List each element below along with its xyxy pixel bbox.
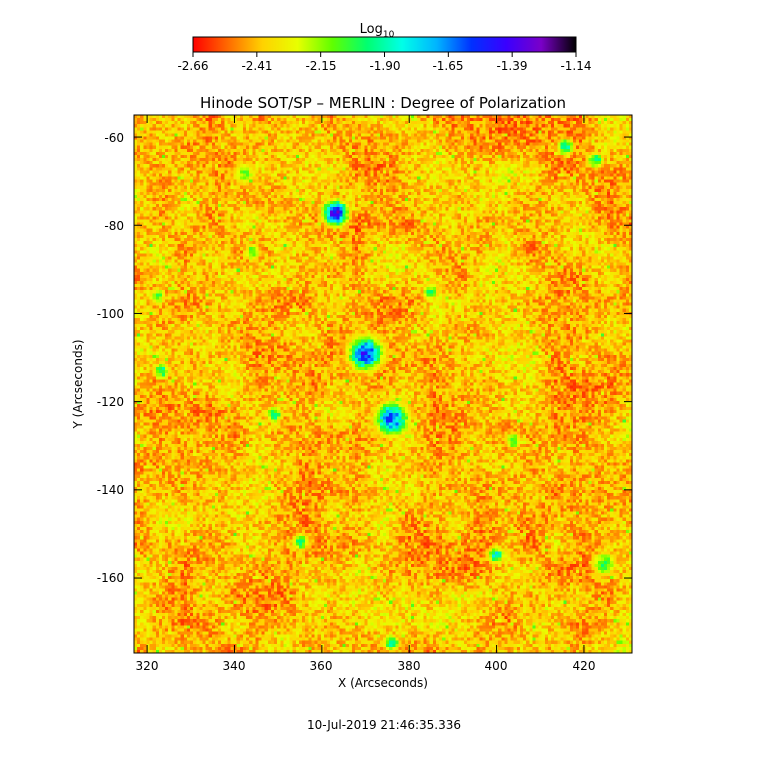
colorbar-tick-label: -1.39 — [496, 59, 527, 73]
x-axis-ticks — [146, 115, 585, 653]
y-axis-ticks — [134, 136, 632, 579]
colorbar-strip — [192, 36, 577, 53]
plot-frame — [133, 114, 633, 654]
y-tick-label: -60 — [104, 131, 124, 145]
y-tick-label: -160 — [97, 571, 124, 585]
x-tick-label: 380 — [398, 659, 421, 673]
colorbar-tick-label: -2.66 — [177, 59, 208, 73]
colorbar-label: Log10 — [360, 22, 395, 40]
x-tick-label: 320 — [136, 659, 159, 673]
colorbar-tick-label: -2.41 — [241, 59, 272, 73]
y-tick-label: -120 — [97, 395, 124, 409]
colorbar-tick-label: -1.14 — [560, 59, 591, 73]
colorbar-label-main: Log — [360, 22, 383, 37]
colorbar: Log10 -2.66 -2.41 -2.15 -1.90 -1.65 -1.3… — [177, 22, 591, 73]
y-axis-label: Y (Arcseconds) — [71, 339, 85, 429]
y-tick-label: -140 — [97, 483, 124, 497]
y-tick-label: -80 — [104, 219, 124, 233]
y-tick-label: -100 — [97, 307, 124, 321]
colorbar-tick-label: -1.65 — [432, 59, 463, 73]
x-tick-label: 420 — [573, 659, 596, 673]
x-axis-tick-labels: 320 340 360 380 400 420 — [136, 659, 596, 673]
chart-title: Hinode SOT/SP – MERLIN : Degree of Polar… — [200, 94, 566, 112]
colorbar-tick-label: -1.90 — [369, 59, 400, 73]
x-axis-label: X (Arcseconds) — [338, 676, 428, 690]
heatmap-image — [134, 115, 632, 653]
x-tick-label: 340 — [223, 659, 246, 673]
colorbar-tick-labels: -2.66 -2.41 -2.15 -1.90 -1.65 -1.39 -1.1… — [177, 59, 591, 73]
x-tick-label: 400 — [485, 659, 508, 673]
colorbar-label-sub: 10 — [383, 30, 395, 40]
x-tick-label: 360 — [310, 659, 333, 673]
colorbar-tick-label: -2.15 — [305, 59, 336, 73]
timestamp: 10-Jul-2019 21:46:35.336 — [307, 718, 461, 732]
y-axis-tick-labels: -60 -80 -100 -120 -140 -160 — [97, 131, 124, 585]
colorbar-ticks — [192, 52, 577, 57]
